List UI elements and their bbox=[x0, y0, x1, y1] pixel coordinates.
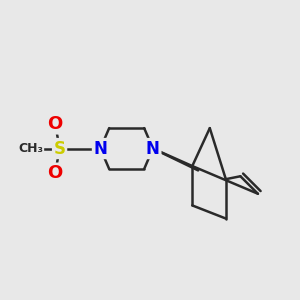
Text: O: O bbox=[48, 164, 63, 182]
Text: O: O bbox=[48, 115, 63, 133]
Text: S: S bbox=[54, 140, 66, 158]
Text: CH₃: CH₃ bbox=[18, 142, 43, 155]
Text: N: N bbox=[94, 140, 107, 158]
Text: N: N bbox=[146, 140, 160, 158]
